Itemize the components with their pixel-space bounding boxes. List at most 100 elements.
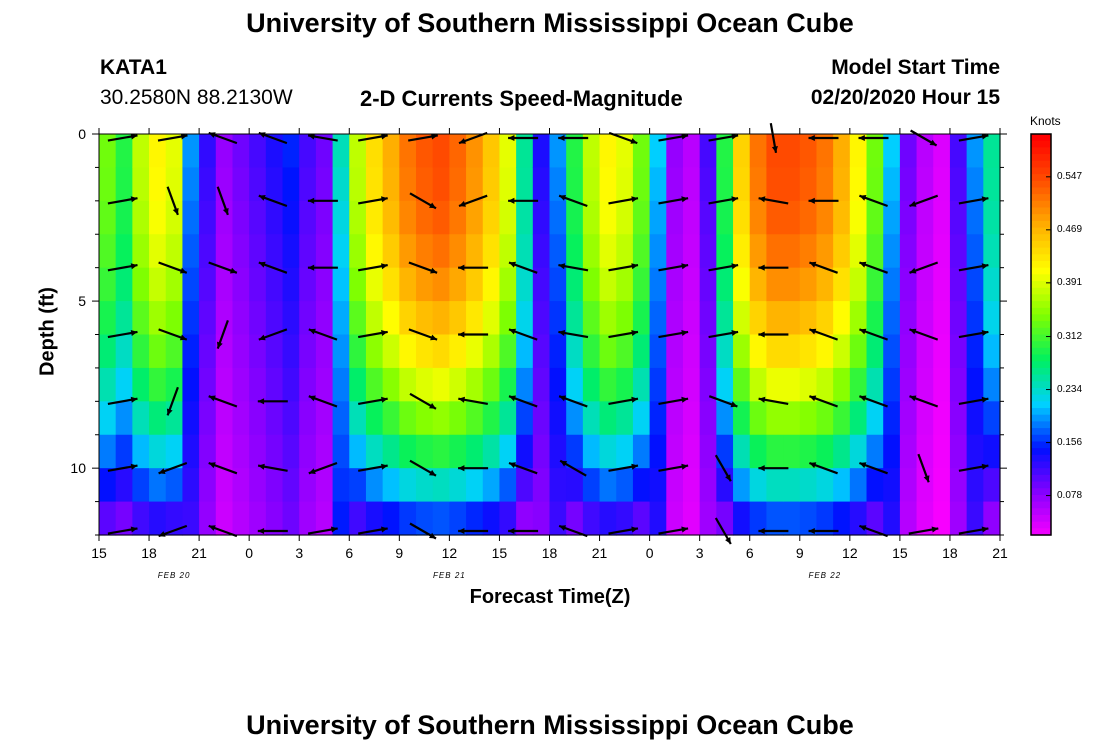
heatmap-cell (849, 367, 868, 402)
heatmap-cell (666, 234, 684, 269)
heatmap-cell (399, 501, 417, 536)
heatmap-cell (165, 134, 184, 169)
colorbar-segment (1031, 234, 1051, 242)
heatmap-cell (532, 367, 551, 402)
heatmap-cell (532, 501, 551, 536)
colorbar-segment (1031, 361, 1051, 369)
heatmap-cell (516, 401, 534, 436)
heatmap-cell (365, 468, 384, 503)
heatmap-cell (833, 401, 851, 436)
heatmap-cell (499, 468, 517, 503)
heatmap-cell (232, 234, 250, 269)
x-tick-label: 18 (942, 545, 958, 561)
date-label: FEB 21 (433, 571, 466, 580)
heatmap-cell (599, 234, 617, 269)
heatmap-cell (599, 134, 617, 169)
current-vector (107, 330, 138, 339)
heatmap-cell (549, 401, 567, 436)
heatmap-cell (866, 134, 884, 169)
heatmap-cell (566, 301, 584, 336)
current-vector (107, 463, 138, 472)
colorbar-segment (1031, 220, 1051, 229)
heatmap-cell (749, 501, 768, 536)
heatmap-cell (549, 367, 567, 402)
heatmap-cell (716, 167, 734, 202)
heatmap-cell (282, 301, 300, 336)
heatmap-cell (849, 267, 868, 302)
heatmap-cell (132, 367, 150, 402)
heatmap-cell (365, 434, 384, 469)
heatmap-cell (382, 301, 400, 336)
y-tick-label: 0 (78, 126, 86, 142)
heatmap-cell (416, 334, 434, 369)
heatmap-cell (182, 434, 200, 469)
heatmap-cell (149, 434, 167, 469)
heatmap-cell (949, 468, 968, 503)
heatmap-cell (315, 434, 334, 469)
heatmap-cell (349, 200, 367, 235)
colorbar-segment (1031, 227, 1051, 235)
heatmap-cell (582, 334, 601, 369)
heatmap-cell (649, 301, 667, 336)
heatmap-cell (132, 134, 150, 169)
colorbar-segment (1031, 214, 1051, 222)
heatmap-cell (365, 134, 384, 169)
heatmap-cell (699, 501, 717, 536)
heatmap-cell (249, 434, 267, 469)
heatmap-cell (466, 434, 484, 469)
heatmap-cell (349, 367, 367, 402)
heatmap-cell (315, 401, 334, 436)
current-vector (909, 194, 939, 208)
heatmap-cell (249, 468, 267, 503)
heatmap-cell (432, 200, 450, 235)
heatmap-cell (966, 501, 984, 536)
colorbar-segment (1031, 147, 1051, 155)
y-axis-ticks (92, 133, 1007, 536)
heatmap-cell (733, 401, 751, 436)
heatmap-cell (132, 234, 150, 269)
x-tick-label: 0 (645, 545, 654, 561)
colorbar-tick-label: 0.156 (1057, 436, 1083, 448)
heatmap-cell (149, 167, 167, 202)
current-vector (658, 263, 689, 272)
heatmap-cell (983, 167, 1001, 202)
heatmap-cell (883, 367, 901, 402)
heatmap-cell (349, 167, 367, 202)
current-vector (508, 197, 539, 204)
heatmap-cell (666, 167, 684, 202)
current-vector (808, 135, 839, 141)
heatmap-cell (766, 267, 784, 302)
heatmap-cell (666, 401, 684, 436)
heatmap-cell (149, 334, 167, 369)
heatmap-cell (532, 401, 551, 436)
current-vector (758, 465, 789, 472)
heatmap-cell (849, 167, 868, 202)
heatmap-cell (933, 434, 951, 469)
heatmap-cell (249, 167, 267, 202)
heatmap-cell (99, 301, 117, 336)
colorbar-segment (1031, 274, 1051, 282)
heatmap-cell (632, 334, 651, 369)
heatmap-cell (516, 367, 534, 402)
y-axis-label: Depth (ft) (36, 287, 59, 376)
heatmap-cell (983, 234, 1001, 269)
heatmap-cell (299, 267, 317, 302)
heatmap-cell (132, 434, 150, 469)
current-vector (208, 395, 238, 408)
heatmap-cell (265, 501, 284, 536)
colorbar-segment (1031, 461, 1051, 469)
colorbar-segment (1031, 448, 1051, 456)
heatmap-cell (532, 301, 551, 336)
heatmap-cell (115, 134, 133, 169)
heatmap-cell (566, 234, 584, 269)
current-vector (308, 328, 338, 341)
heatmap-cell (332, 134, 350, 169)
heatmap-cell (282, 434, 300, 469)
heatmap-cell (416, 501, 434, 536)
x-tick-label: 6 (345, 545, 354, 561)
heatmap-cell (399, 200, 417, 235)
heatmap-cell (265, 200, 284, 235)
heatmap-cell (365, 301, 384, 336)
heatmap-cell (816, 234, 834, 269)
date-label: FEB 20 (157, 571, 191, 580)
